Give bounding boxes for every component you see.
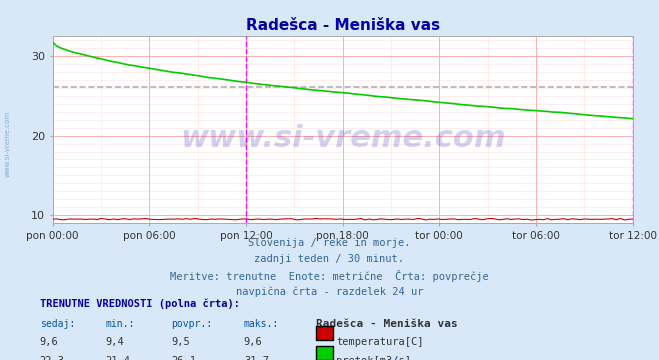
Text: www.si-vreme.com: www.si-vreme.com	[180, 125, 505, 153]
Text: 9,6: 9,6	[244, 337, 262, 347]
Text: temperatura[C]: temperatura[C]	[336, 337, 424, 347]
Text: 31,7: 31,7	[244, 356, 269, 360]
Text: 21,4: 21,4	[105, 356, 130, 360]
Text: povpr.:: povpr.:	[171, 319, 212, 329]
Title: Radešca - Meniška vas: Radešca - Meniška vas	[246, 18, 440, 33]
Text: pretok[m3/s]: pretok[m3/s]	[336, 356, 411, 360]
Text: Meritve: trenutne  Enote: metrične  Črta: povprečje: Meritve: trenutne Enote: metrične Črta: …	[170, 270, 489, 282]
Text: 9,6: 9,6	[40, 337, 58, 347]
Text: maks.:: maks.:	[244, 319, 279, 329]
Text: 26,1: 26,1	[171, 356, 196, 360]
Text: sedaj:: sedaj:	[40, 319, 74, 329]
Text: Slovenija / reke in morje.: Slovenija / reke in morje.	[248, 238, 411, 248]
Text: Radešca - Meniška vas: Radešca - Meniška vas	[316, 319, 458, 329]
Text: 9,5: 9,5	[171, 337, 190, 347]
Text: navpična črta - razdelek 24 ur: navpična črta - razdelek 24 ur	[236, 286, 423, 297]
Text: min.:: min.:	[105, 319, 135, 329]
Text: TRENUTNE VREDNOSTI (polna črta):: TRENUTNE VREDNOSTI (polna črta):	[40, 299, 239, 309]
Text: zadnji teden / 30 minut.: zadnji teden / 30 minut.	[254, 254, 405, 264]
Text: 9,4: 9,4	[105, 337, 124, 347]
Text: www.si-vreme.com: www.si-vreme.com	[5, 111, 11, 177]
Text: 22,3: 22,3	[40, 356, 65, 360]
